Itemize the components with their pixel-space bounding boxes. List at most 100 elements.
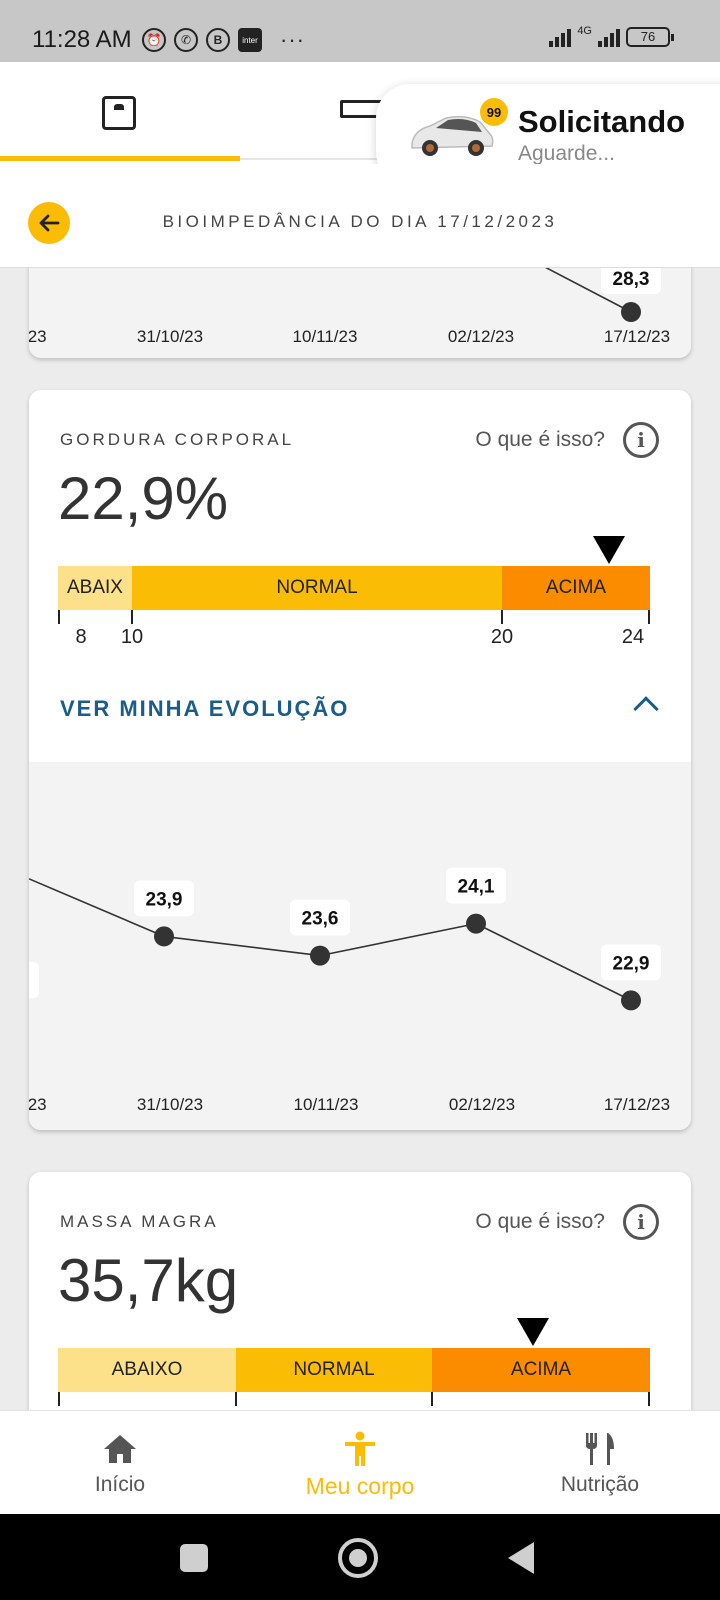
data-label-bg — [446, 867, 506, 904]
data-point — [154, 926, 174, 947]
current-value-pointer — [517, 1318, 549, 1346]
nav-label: Nutrição — [560, 1473, 640, 1496]
data-label-bg — [134, 880, 194, 917]
battery-icon: 76 — [626, 27, 674, 47]
range-bar: ABAIXO NORMAL ACIMA — [58, 1348, 650, 1392]
whatsapp-icon: ✆ — [174, 28, 198, 52]
tick-mark — [58, 610, 60, 624]
cutlery-icon — [586, 1433, 614, 1465]
previous-point — [621, 302, 641, 322]
previous-metric-card: 28,3 /23 31/10/23 10/11/23 02/12/23 17/1… — [29, 268, 691, 358]
network-type: 4G — [577, 25, 592, 37]
range-below: ABAIXO — [58, 1348, 236, 1392]
see-evolution-link[interactable]: VER MINHA EVOLUÇÃO — [60, 696, 350, 721]
info-icon[interactable]: i — [623, 422, 659, 458]
offscreen-value-label-bg — [29, 962, 39, 998]
data-label-bg — [290, 899, 350, 936]
range-normal: NORMAL — [236, 1348, 432, 1392]
x-tick-label: 02/12/23 — [449, 1095, 515, 1114]
previous-value-label: 28,3 — [613, 269, 650, 290]
arrow-left-icon — [39, 214, 60, 232]
series-line-segment — [319, 922, 477, 957]
scroll-content[interactable]: 28,3 /23 31/10/23 10/11/23 02/12/23 17/1… — [0, 268, 720, 1410]
notification-icons: ⏰ ✆ B inter ··· — [142, 27, 305, 53]
tick-mark — [58, 1392, 60, 1406]
nav-label: Início — [94, 1473, 146, 1496]
range-above: ACIMA — [432, 1348, 650, 1392]
data-label-bg — [601, 944, 661, 981]
data-label: 23,9 — [146, 889, 183, 910]
previous-value-label-bg — [601, 268, 661, 294]
chevron-up-icon[interactable] — [633, 696, 659, 722]
nav-item-inicio[interactable]: Início — [0, 1411, 240, 1515]
tick-mark — [235, 1392, 237, 1406]
info-icon[interactable]: i — [623, 1204, 659, 1240]
request-title: Solicitando — [518, 104, 686, 139]
inter-icon: inter — [238, 28, 262, 52]
more-notifications-icon: ··· — [280, 27, 305, 52]
app-badge: 99 — [480, 98, 508, 126]
data-point — [621, 990, 641, 1011]
business-icon: B — [206, 28, 230, 52]
x-tick-label: 31/10/23 — [137, 1095, 203, 1114]
status-time: 11:28 AM — [32, 26, 132, 53]
nav-label: Meu corpo — [305, 1473, 415, 1499]
current-value-pointer — [593, 536, 625, 564]
series-line-segment — [163, 935, 321, 957]
page-header: BIOIMPEDÂNCIA DO DIA 17/12/2023 — [0, 164, 720, 268]
series-line-segment — [475, 922, 632, 1002]
x-tick-label: /23 — [29, 1095, 47, 1114]
previous-x-label-3: 02/12/23 — [448, 327, 514, 346]
back-button[interactable] — [28, 202, 70, 244]
previous-x-label-0: /23 — [29, 327, 47, 346]
metric-value: 35,7kg — [58, 1247, 239, 1314]
back-system-button[interactable] — [508, 1542, 534, 1574]
previous-evolution-chart: 28,3 /23 31/10/23 10/11/23 02/12/23 17/1… — [29, 268, 670, 346]
signal-icon — [549, 27, 572, 47]
bottom-navigation: Início Meu corpo Nutrição — [0, 1410, 720, 1514]
request-subtitle: Aguarde... — [518, 142, 615, 165]
previous-x-label-1: 31/10/23 — [137, 327, 203, 346]
tick-mark — [648, 610, 650, 624]
help-link[interactable]: O que é isso? — [475, 428, 605, 451]
data-label: 24,1 — [458, 877, 495, 898]
x-tick-label: 17/12/23 — [604, 1095, 670, 1114]
previous-chart-line — [544, 268, 632, 313]
tick-mark — [648, 1392, 650, 1406]
home-icon — [104, 1435, 136, 1463]
evolution-chart: 23,9 23,6 24,1 22,9/23 31/10/23 10/11/23 02/12… — [29, 867, 670, 1114]
metric-label: MASSA MAGRA — [60, 1212, 219, 1231]
nav-item-nutricao[interactable]: Nutrição — [480, 1411, 720, 1515]
range-normal: NORMAL — [132, 566, 502, 610]
data-point — [310, 945, 330, 966]
tick-label: 10 — [120, 626, 144, 648]
nav-item-meu-corpo[interactable]: Meu corpo — [240, 1411, 480, 1515]
metric-label: GORDURA CORPORAL — [60, 430, 295, 449]
help-link[interactable]: O que é isso? — [475, 1210, 605, 1233]
body-fat-card: GORDURA CORPORAL O que é isso? i 22,9% A… — [29, 390, 691, 1130]
range-below: ABAIX — [58, 566, 132, 610]
tick-label: 20 — [490, 626, 514, 648]
previous-x-label-2: 10/11/23 — [293, 327, 358, 346]
home-button[interactable] — [338, 1538, 378, 1578]
data-point — [466, 913, 486, 934]
previous-x-label-4: 17/12/23 — [604, 327, 670, 346]
scale-icon[interactable] — [102, 96, 136, 130]
recents-button[interactable] — [180, 1544, 208, 1572]
range-bar: ABAIX NORMAL ACIMA — [58, 566, 650, 610]
page-title: BIOIMPEDÂNCIA DO DIA 17/12/2023 — [162, 212, 558, 231]
evolution-chart-area: 23,9 23,6 24,1 22,9/23 31/10/23 10/11/23 02/12… — [29, 762, 691, 1130]
system-indicators: 4G 76 — [549, 25, 674, 47]
status-bar: 11:28 AM ⏰ ✆ B inter ··· 4G 76 — [0, 0, 720, 62]
tick-label: 8 — [75, 626, 87, 648]
tick-mark — [431, 1392, 433, 1406]
data-label: 23,6 — [302, 909, 339, 930]
alarm-icon: ⏰ — [142, 28, 166, 52]
system-navigation-bar — [0, 1514, 720, 1600]
x-tick-label: 10/11/23 — [294, 1095, 359, 1114]
tick-mark — [131, 610, 133, 624]
car-icon — [411, 115, 494, 156]
series-line-segment — [29, 878, 165, 938]
data-label: 22,9 — [613, 953, 650, 974]
signal-icon-2 — [598, 27, 620, 47]
